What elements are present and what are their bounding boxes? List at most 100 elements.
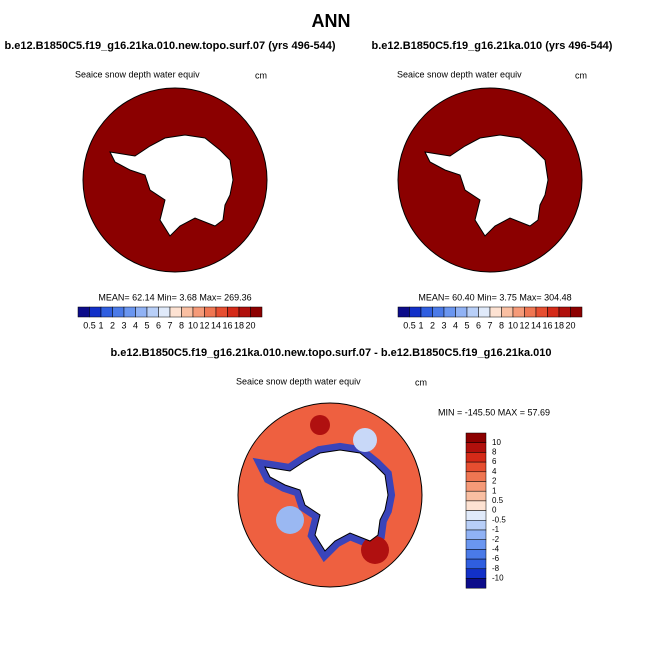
colorbar-label: 10 [492, 438, 501, 447]
units-label: cm [575, 70, 587, 80]
colorbar-label: -6 [492, 554, 500, 563]
colorbar-box [432, 306, 445, 318]
stats-label: MEAN= 62.14 Min= 3.68 Max= 269.36 [98, 292, 251, 302]
colorbar-label: 4 [133, 320, 138, 330]
colorbar-label: 1 [492, 486, 497, 495]
colorbar-label: 0 [492, 506, 497, 515]
colorbar-label: -2 [492, 535, 500, 544]
colorbar-box [192, 306, 205, 318]
colorbar-label: 0.5 [403, 320, 416, 330]
colorbar-box [135, 306, 148, 318]
antarctica [424, 134, 549, 237]
colorbar-label: 6 [156, 320, 161, 330]
colorbar-label: 1 [418, 320, 423, 330]
colorbar-label: 7 [487, 320, 492, 330]
colorbar-box [215, 306, 228, 318]
colorbar-box [238, 306, 251, 318]
colorbar-label: 18 [234, 320, 244, 330]
colorbar-label: 2 [492, 477, 497, 486]
colorbar-label: 3 [121, 320, 126, 330]
colorbar-box [250, 306, 263, 318]
colorbar-box [465, 520, 487, 531]
colorbar-box [146, 306, 159, 318]
colorbar-box [465, 461, 487, 473]
antarctica [264, 449, 389, 552]
colorbar-label: 20 [245, 320, 255, 330]
colorbar-label: 5 [464, 320, 469, 330]
colorbar-box [123, 306, 136, 318]
panel-title: b.e12.B1850C5.f19_g16.21ka.010.new.topo.… [110, 347, 551, 359]
colorbar-box [465, 481, 487, 492]
variable-label: Seaice snow depth water equiv [236, 376, 361, 386]
colorbar-label: 8 [179, 320, 184, 330]
panel-title: b.e12.B1850C5.f19_g16.21ka.010 (yrs 496-… [372, 40, 613, 52]
colorbar-box [77, 306, 90, 318]
colorbar-label: 8 [492, 448, 497, 457]
map-anomaly [361, 536, 389, 564]
colorbar-label: 10 [188, 320, 198, 330]
colorbar-label: 14 [211, 320, 221, 330]
colorbar-box [169, 306, 182, 318]
colorbar-box [409, 306, 422, 318]
colorbar-box [181, 306, 194, 318]
colorbar-box [466, 306, 479, 318]
figure-title: ANN [312, 11, 351, 31]
colorbar-label: -10 [492, 574, 504, 583]
colorbar-box [420, 306, 433, 318]
colorbar-box [465, 471, 487, 482]
variable-label: Seaice snow depth water equiv [397, 69, 522, 79]
colorbar-label: 5 [144, 320, 149, 330]
colorbar-box [465, 568, 487, 579]
colorbar-label: 14 [531, 320, 541, 330]
colorbar-box [465, 432, 487, 443]
colorbar-box [570, 306, 583, 318]
colorbar-label: 16 [222, 320, 232, 330]
colorbar-box [465, 442, 487, 453]
colorbar-box [227, 306, 240, 318]
colorbar-box [465, 490, 487, 502]
colorbar-box [489, 306, 502, 318]
colorbar-box [465, 529, 487, 540]
colorbar-label: 2 [110, 320, 115, 330]
colorbar-label: 6 [476, 320, 481, 330]
units-label: cm [415, 377, 427, 387]
colorbar-label: 3 [441, 320, 446, 330]
colorbar-box [204, 306, 217, 318]
colorbar-label: 7 [167, 320, 172, 330]
colorbar-box [465, 539, 487, 550]
antarctica [109, 134, 234, 237]
colorbar-label: 1 [98, 320, 103, 330]
colorbar-label: 12 [199, 320, 209, 330]
stats-label: MEAN= 60.40 Min= 3.75 Max= 304.48 [418, 292, 571, 302]
units-label: cm [255, 70, 267, 80]
colorbar-box [465, 578, 487, 589]
colorbar-box [512, 306, 525, 318]
colorbar-label: 0.5 [492, 496, 504, 505]
colorbar-box [501, 306, 514, 318]
colorbar-label: 20 [565, 320, 575, 330]
colorbar-label: 8 [499, 320, 504, 330]
colorbar-label: 2 [430, 320, 435, 330]
map-anomaly [310, 415, 330, 435]
colorbar-label: -1 [492, 525, 500, 534]
colorbar-label: 10 [508, 320, 518, 330]
colorbar-box [465, 500, 487, 511]
colorbar-box [478, 306, 491, 318]
colorbar-box [158, 306, 171, 318]
colorbar-label: 12 [519, 320, 529, 330]
colorbar-box [524, 306, 537, 318]
colorbar-label: 0.5 [83, 320, 96, 330]
stats-label: MIN = -145.50 MAX = 57.69 [438, 407, 550, 417]
colorbar-label: 4 [492, 467, 497, 476]
panel-title: b.e12.B1850C5.f19_g16.21ka.010.new.topo.… [5, 40, 336, 52]
colorbar-label: -8 [492, 564, 500, 573]
colorbar-box [465, 452, 487, 463]
colorbar-box [465, 549, 487, 560]
colorbar-label: 18 [554, 320, 564, 330]
colorbar-label: 16 [542, 320, 552, 330]
map-anomaly [276, 506, 304, 534]
colorbar-label: 4 [453, 320, 458, 330]
colorbar-box [443, 306, 456, 318]
colorbar-box [89, 306, 102, 318]
